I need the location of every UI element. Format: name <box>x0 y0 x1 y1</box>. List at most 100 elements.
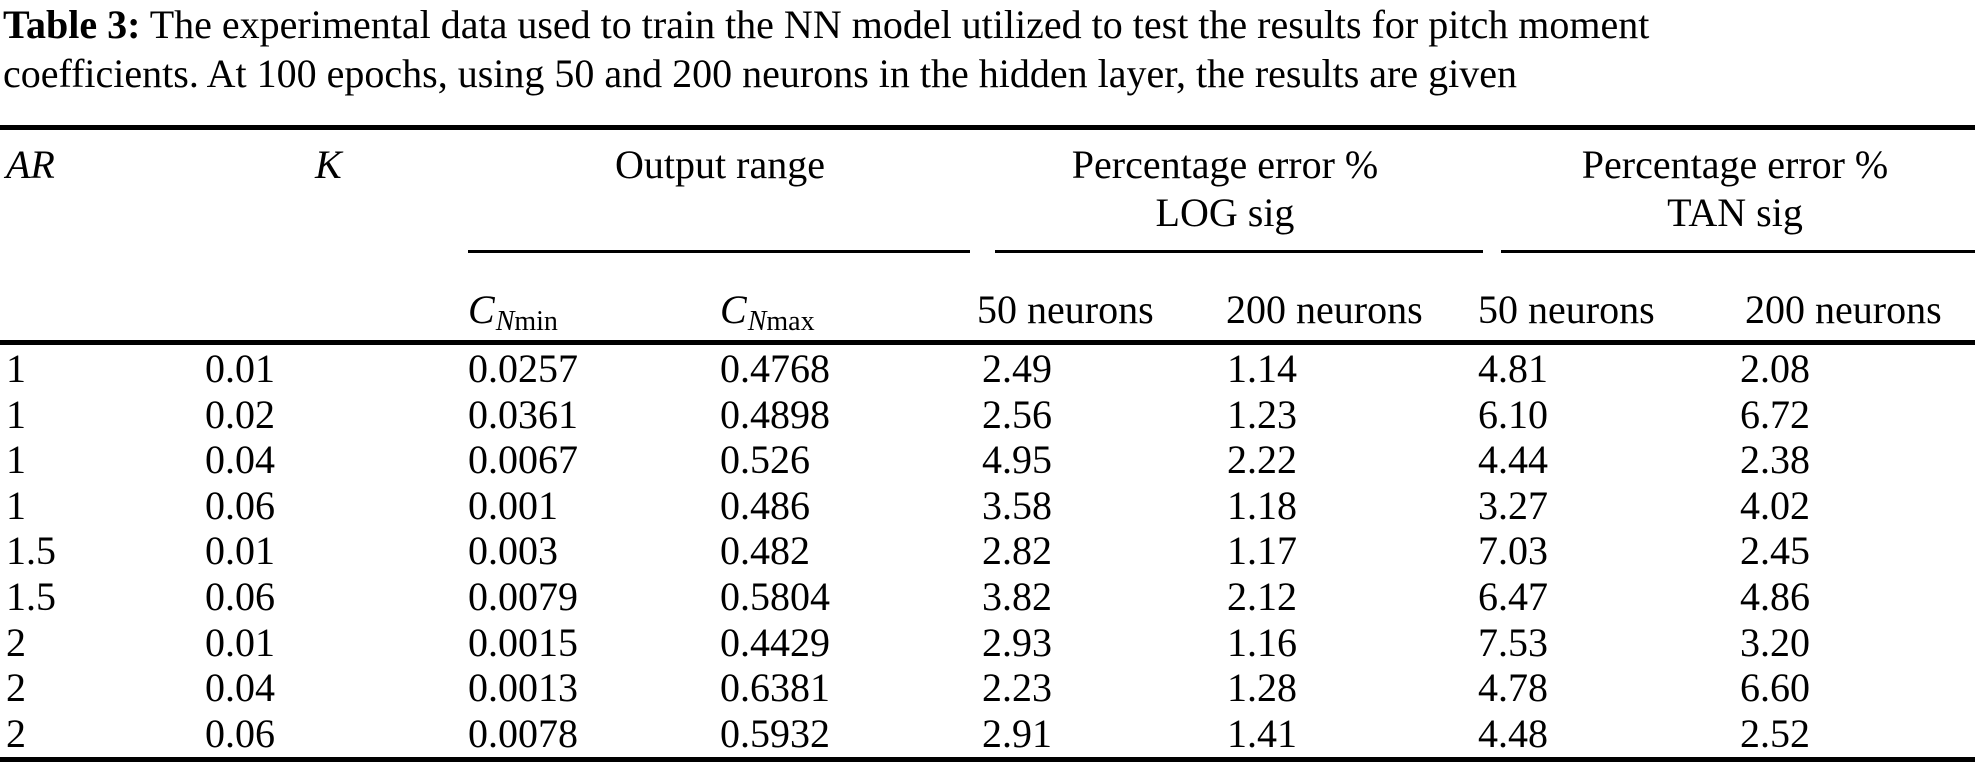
output-range-group-rule <box>468 250 970 253</box>
cell-tan-50: 4.44 <box>1478 437 1548 482</box>
table-row: 1 0.04 0.0067 0.526 4.95 2.22 4.44 2.38 <box>0 437 1975 483</box>
cell-log-200: 1.23 <box>1227 392 1297 437</box>
cell-log-200: 1.17 <box>1227 528 1297 573</box>
tan-group-line2: TAN sig <box>1667 190 1803 235</box>
cell-cnmax: 0.4768 <box>720 346 830 391</box>
table-caption-label: Table 3: <box>3 2 141 47</box>
cell-cnmax: 0.5932 <box>720 711 830 756</box>
cell-cnmax: 0.486 <box>720 483 810 528</box>
col-group-log-sig: Percentage error % LOG sig <box>975 141 1475 237</box>
cell-k: 0.06 <box>205 711 275 756</box>
cell-log-200: 2.12 <box>1227 574 1297 619</box>
table-row: 1.5 0.06 0.0079 0.5804 3.82 2.12 6.47 4.86 <box>0 574 1975 620</box>
cell-tan-200: 6.60 <box>1740 665 1810 710</box>
cell-ar: 1 <box>6 483 26 528</box>
cell-k: 0.01 <box>205 620 275 665</box>
cell-cnmin: 0.0361 <box>468 392 578 437</box>
cell-tan-50: 4.81 <box>1478 346 1548 391</box>
table-caption-line1: Table 3: The experimental data used to t… <box>3 0 1963 49</box>
log-sig-group-rule <box>995 250 1483 253</box>
cell-log-50: 2.49 <box>982 346 1052 391</box>
col-header-tan-200-neurons: 200 neurons <box>1745 287 1942 332</box>
table-row: 2 0.04 0.0013 0.6381 2.23 1.28 4.78 6.60 <box>0 665 1975 711</box>
cell-cnmin: 0.0015 <box>468 620 578 665</box>
table-caption-line1-text: The experimental data used to train the … <box>140 2 1650 47</box>
table-head-rule <box>0 340 1975 345</box>
cell-cnmax: 0.482 <box>720 528 810 573</box>
cell-tan-200: 2.08 <box>1740 346 1810 391</box>
cell-ar: 1.5 <box>6 574 56 619</box>
cell-tan-200: 3.20 <box>1740 620 1810 665</box>
cell-ar: 1.5 <box>6 528 56 573</box>
cell-log-200: 1.14 <box>1227 346 1297 391</box>
cell-tan-50: 4.48 <box>1478 711 1548 756</box>
col-header-tan-50-neurons: 50 neurons <box>1478 287 1655 332</box>
cell-tan-50: 3.27 <box>1478 483 1548 528</box>
cell-log-50: 2.56 <box>982 392 1052 437</box>
col-header-k: K <box>315 142 342 187</box>
cell-tan-50: 4.78 <box>1478 665 1548 710</box>
table-bottom-rule <box>0 757 1975 762</box>
cell-log-50: 3.58 <box>982 483 1052 528</box>
cell-k: 0.04 <box>205 437 275 482</box>
cell-ar: 2 <box>6 711 26 756</box>
cell-cnmin: 0.0079 <box>468 574 578 619</box>
cell-log-50: 2.82 <box>982 528 1052 573</box>
cell-tan-50: 6.47 <box>1478 574 1548 619</box>
cell-ar: 2 <box>6 620 26 665</box>
cell-tan-200: 4.02 <box>1740 483 1810 528</box>
tan-sig-group-rule <box>1501 250 1975 253</box>
table-caption: Table 3: The experimental data used to t… <box>3 0 1963 98</box>
cell-log-200: 1.18 <box>1227 483 1297 528</box>
cell-cnmax: 0.6381 <box>720 665 830 710</box>
cell-log-50: 2.93 <box>982 620 1052 665</box>
cell-cnmin: 0.0257 <box>468 346 578 391</box>
cell-log-200: 1.41 <box>1227 711 1297 756</box>
cell-k: 0.06 <box>205 574 275 619</box>
cell-log-200: 1.28 <box>1227 665 1297 710</box>
cell-log-50: 4.95 <box>982 437 1052 482</box>
table-row: 2 0.06 0.0078 0.5932 2.91 1.41 4.48 2.52 <box>0 711 1975 757</box>
tan-group-line1: Percentage error % <box>1581 142 1889 187</box>
cell-tan-200: 6.72 <box>1740 392 1810 437</box>
log-group-line1: Percentage error % <box>1071 142 1379 187</box>
cell-k: 0.01 <box>205 528 275 573</box>
cell-cnmin: 0.0013 <box>468 665 578 710</box>
cell-cnmin: 0.001 <box>468 483 558 528</box>
cell-log-50: 2.91 <box>982 711 1052 756</box>
cell-tan-200: 2.45 <box>1740 528 1810 573</box>
col-header-cnmax: CNmax <box>720 287 815 338</box>
table-row: 1 0.02 0.0361 0.4898 2.56 1.23 6.10 6.72 <box>0 392 1975 438</box>
col-header-log-200-neurons: 200 neurons <box>1226 287 1423 332</box>
cell-ar: 1 <box>6 346 26 391</box>
cell-ar: 1 <box>6 437 26 482</box>
col-header-log-50-neurons: 50 neurons <box>977 287 1154 332</box>
cell-cnmin: 0.0067 <box>468 437 578 482</box>
cell-tan-50: 7.53 <box>1478 620 1548 665</box>
col-header-cnmin: CNmin <box>468 287 558 338</box>
table-top-rule <box>0 125 1975 130</box>
cell-tan-50: 7.03 <box>1478 528 1548 573</box>
cell-cnmax: 0.5804 <box>720 574 830 619</box>
cell-tan-200: 4.86 <box>1740 574 1810 619</box>
cell-tan-50: 6.10 <box>1478 392 1548 437</box>
cell-cnmax: 0.526 <box>720 437 810 482</box>
table-row: 1 0.01 0.0257 0.4768 2.49 1.14 4.81 2.08 <box>0 346 1975 392</box>
cell-cnmax: 0.4429 <box>720 620 830 665</box>
cell-ar: 1 <box>6 392 26 437</box>
cell-log-50: 3.82 <box>982 574 1052 619</box>
cell-k: 0.06 <box>205 483 275 528</box>
col-header-ar: AR <box>6 142 55 187</box>
cell-k: 0.01 <box>205 346 275 391</box>
table-row: 1.5 0.01 0.003 0.482 2.82 1.17 7.03 2.45 <box>0 528 1975 574</box>
cell-cnmax: 0.4898 <box>720 392 830 437</box>
col-group-tan-sig: Percentage error % TAN sig <box>1495 141 1975 237</box>
cell-k: 0.02 <box>205 392 275 437</box>
cell-cnmin: 0.0078 <box>468 711 578 756</box>
cell-cnmin: 0.003 <box>468 528 558 573</box>
cell-tan-200: 2.52 <box>1740 711 1810 756</box>
cell-tan-200: 2.38 <box>1740 437 1810 482</box>
cell-log-50: 2.23 <box>982 665 1052 710</box>
cell-log-200: 2.22 <box>1227 437 1297 482</box>
